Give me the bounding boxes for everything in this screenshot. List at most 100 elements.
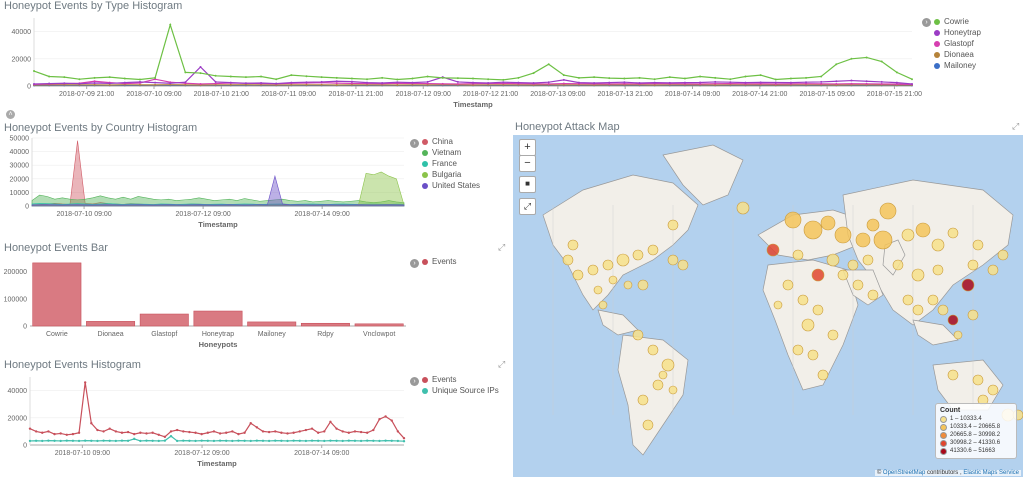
- legend-item[interactable]: Dionaea: [934, 49, 981, 60]
- world-map[interactable]: [513, 135, 1023, 477]
- x-tick-label: 2018-07-11 09:00: [261, 91, 316, 98]
- data-point: [805, 76, 808, 79]
- attack-marker: [867, 289, 879, 301]
- fit-bounds-button[interactable]: ⤢: [519, 198, 536, 215]
- attack-map[interactable]: + − ■ ⤢ Count 1 – 10333.4 10333.4 – 20665…: [513, 135, 1023, 477]
- legend-item[interactable]: Events: [422, 256, 456, 267]
- data-point: [255, 439, 259, 442]
- data-point: [139, 439, 142, 443]
- data-point: [229, 75, 232, 78]
- legend-toggle-icon[interactable]: ›: [922, 18, 931, 27]
- attack-marker: [667, 254, 679, 266]
- data-point: [267, 430, 271, 434]
- data-point: [244, 82, 247, 85]
- expand-icon[interactable]: ⤢: [498, 242, 506, 252]
- attack-marker: [598, 300, 608, 310]
- attack-marker: [873, 230, 893, 250]
- data-point: [133, 437, 136, 441]
- legend-item[interactable]: Mailoney: [934, 60, 981, 71]
- data-point: [93, 80, 96, 83]
- data-point: [93, 76, 96, 79]
- legend-item[interactable]: Cowrie: [934, 16, 981, 27]
- data-point: [145, 432, 148, 435]
- legend-item[interactable]: Glastopf: [934, 38, 981, 49]
- data-point: [63, 82, 66, 85]
- data-point: [184, 83, 187, 86]
- data-point: [138, 80, 141, 83]
- data-point: [188, 439, 191, 442]
- legend-toggle-icon[interactable]: ›: [410, 377, 419, 386]
- data-point: [90, 439, 93, 442]
- legend-item[interactable]: Vietnam: [422, 147, 480, 158]
- legend-item[interactable]: Events: [422, 374, 499, 385]
- data-point: [108, 439, 111, 442]
- area-series-china: [31, 140, 405, 207]
- legend-dot-icon: [422, 258, 428, 265]
- data-point: [53, 439, 56, 442]
- x-tick-label: 2018-07-10 21:00: [194, 91, 249, 98]
- data-point: [653, 81, 656, 84]
- attack-marker: [967, 259, 979, 271]
- data-point: [304, 439, 308, 443]
- draw-rectangle-button[interactable]: ■: [519, 176, 536, 193]
- attack-marker: [637, 394, 649, 406]
- bar: [354, 323, 404, 327]
- data-point: [182, 430, 185, 433]
- legend-item[interactable]: France: [422, 158, 480, 169]
- data-point: [350, 80, 353, 83]
- data-point: [123, 77, 126, 80]
- legend-item[interactable]: United States: [422, 180, 480, 191]
- collapse-up-icon[interactable]: ˄: [6, 110, 15, 119]
- legend-item[interactable]: Unique Source IPs: [422, 385, 499, 396]
- attack-marker: [837, 269, 849, 281]
- data-point: [517, 81, 520, 84]
- attack-marker: [827, 329, 839, 341]
- data-point: [487, 82, 490, 85]
- data-point: [290, 74, 293, 77]
- data-point: [169, 23, 172, 26]
- zoom-in-button[interactable]: +: [519, 139, 536, 156]
- attack-marker: [667, 219, 679, 231]
- data-point: [502, 81, 505, 84]
- data-point: [108, 82, 111, 85]
- data-point: [169, 434, 173, 438]
- data-point: [243, 431, 246, 434]
- data-point: [381, 76, 384, 79]
- legend-toggle-icon[interactable]: ›: [410, 139, 419, 148]
- zoom-out-button[interactable]: −: [519, 155, 536, 172]
- x-tick-label: 2018-07-09 21:00: [59, 91, 114, 98]
- x-tick-label: 2018-07-10 09:00: [56, 211, 111, 218]
- attack-marker: [803, 220, 823, 240]
- legend-item[interactable]: China: [422, 136, 480, 147]
- osm-link[interactable]: OpenStreetMap: [882, 470, 926, 476]
- expand-icon[interactable]: ⤢: [1012, 121, 1020, 131]
- legend-label: France: [432, 159, 457, 168]
- attack-marker: [647, 344, 659, 356]
- attack-marker: [987, 384, 999, 396]
- ems-link[interactable]: Elastic Maps Service: [963, 470, 1019, 476]
- data-point: [532, 82, 535, 85]
- data-point: [298, 439, 301, 442]
- y-tick-label: 40000: [10, 149, 30, 156]
- data-point: [372, 428, 375, 432]
- legend-toggle-icon[interactable]: ›: [410, 259, 419, 268]
- data-point: [71, 439, 75, 442]
- legend-item[interactable]: Honeytrap: [934, 27, 981, 38]
- legend-item[interactable]: Bulgaria: [422, 169, 480, 180]
- attack-marker: [572, 269, 584, 281]
- data-point: [699, 81, 702, 84]
- data-point: [744, 81, 747, 84]
- y-tick-label: 200000: [4, 269, 27, 276]
- data-point: [102, 439, 105, 442]
- x-tick-label: 2018-07-15 21:00: [867, 91, 922, 98]
- data-point: [108, 76, 111, 79]
- attack-marker: [961, 278, 975, 292]
- data-point: [350, 77, 353, 80]
- attack-marker: [608, 275, 618, 285]
- data-point: [123, 81, 126, 84]
- expand-icon[interactable]: ⤢: [498, 359, 506, 369]
- data-point: [275, 78, 278, 81]
- data-point: [175, 439, 179, 443]
- data-point: [310, 439, 314, 442]
- data-point: [593, 76, 596, 79]
